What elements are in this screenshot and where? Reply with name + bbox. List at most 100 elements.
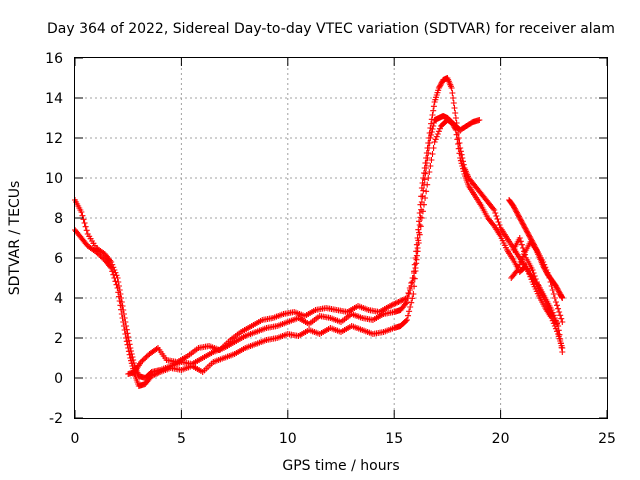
data-point [424, 181, 431, 188]
data-point [392, 300, 399, 307]
data-point [78, 209, 85, 215]
data-point [530, 270, 537, 276]
data-point [112, 278, 119, 285]
data-point [527, 273, 534, 280]
data-point [155, 369, 162, 376]
data-point [457, 145, 464, 151]
data-point [140, 356, 147, 363]
data-point [116, 298, 123, 304]
data-point [421, 176, 428, 183]
data-point [454, 136, 461, 143]
data-point [517, 216, 524, 223]
data-point [108, 259, 115, 265]
y-tick-label: 14 [45, 91, 63, 107]
sdtvar-track-a [72, 75, 566, 381]
y-tick-label: 2 [54, 331, 63, 347]
data-point [556, 309, 563, 315]
data-point [128, 357, 135, 364]
data-point [555, 287, 562, 293]
data-point [516, 235, 523, 241]
data-point [121, 327, 128, 333]
data-point [438, 81, 445, 87]
data-point [428, 157, 435, 163]
data-point [425, 175, 432, 181]
data-point [128, 360, 135, 367]
y-tick-label: 8 [54, 211, 63, 227]
data-point [522, 225, 529, 232]
data-point [430, 123, 437, 129]
data-point [424, 155, 431, 161]
data-point [529, 267, 536, 273]
data-point [126, 351, 133, 358]
data-point [438, 79, 445, 86]
data-point [115, 293, 122, 300]
data-point [516, 215, 523, 221]
data-point [557, 312, 564, 319]
data-point [514, 211, 521, 217]
plot-area [72, 75, 566, 389]
plot-frame [74, 57, 608, 419]
data-point [414, 248, 421, 255]
data-point [93, 249, 100, 255]
data-point [525, 268, 532, 275]
data-point [401, 296, 408, 303]
data-point [554, 285, 561, 292]
data-point [430, 120, 437, 126]
data-point [122, 331, 129, 337]
sdtvar-track-b [72, 113, 566, 389]
data-point [123, 335, 130, 341]
data-point [394, 299, 401, 306]
data-point [521, 248, 528, 255]
data-point [544, 269, 551, 276]
data-point [553, 302, 560, 309]
data-point [119, 315, 126, 321]
data-point [460, 168, 467, 175]
data-point [137, 359, 144, 365]
data-point [521, 224, 528, 231]
data-point [540, 259, 547, 265]
data-point [458, 160, 465, 167]
data-point [118, 311, 125, 317]
y-tick-label: 6 [54, 251, 63, 267]
data-point [403, 317, 410, 323]
data-point [430, 145, 437, 151]
sdtvar-track-e [508, 239, 566, 325]
data-point [111, 275, 118, 281]
data-point [533, 279, 540, 285]
x-tick-label: 0 [71, 431, 80, 447]
data-point [429, 126, 436, 132]
data-point [494, 216, 501, 222]
data-point [510, 203, 517, 209]
data-point [523, 228, 530, 235]
data-point [107, 257, 114, 264]
data-point [515, 212, 522, 219]
data-point [98, 254, 105, 261]
data-point [547, 279, 554, 285]
y-tick-label: 4 [54, 291, 63, 307]
data-point [420, 187, 427, 194]
data-point [428, 129, 435, 135]
data-point [405, 290, 412, 296]
x-tick-label: 20 [492, 431, 510, 447]
data-point [543, 267, 550, 273]
data-point [513, 208, 520, 215]
data-point [559, 295, 566, 301]
data-point [94, 250, 101, 257]
data-point [476, 117, 483, 123]
data-point [117, 302, 124, 309]
y-tick-label: 0 [54, 371, 63, 387]
data-point [555, 305, 562, 312]
data-point [422, 170, 429, 177]
data-point [519, 220, 526, 227]
data-point [427, 135, 434, 141]
x-tick-label: 10 [279, 431, 297, 447]
grid [75, 58, 607, 418]
data-point [436, 83, 443, 90]
data-point [152, 371, 159, 377]
data-point [558, 315, 565, 322]
data-point [517, 259, 524, 265]
data-point [553, 328, 560, 335]
data-point [411, 270, 418, 276]
data-point [413, 256, 420, 263]
